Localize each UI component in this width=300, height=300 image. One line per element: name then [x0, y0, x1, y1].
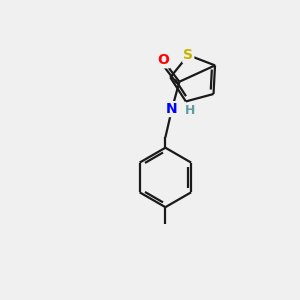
Text: S: S	[183, 48, 193, 62]
Text: H: H	[185, 104, 196, 117]
Text: O: O	[157, 53, 169, 67]
Text: N: N	[166, 102, 178, 116]
